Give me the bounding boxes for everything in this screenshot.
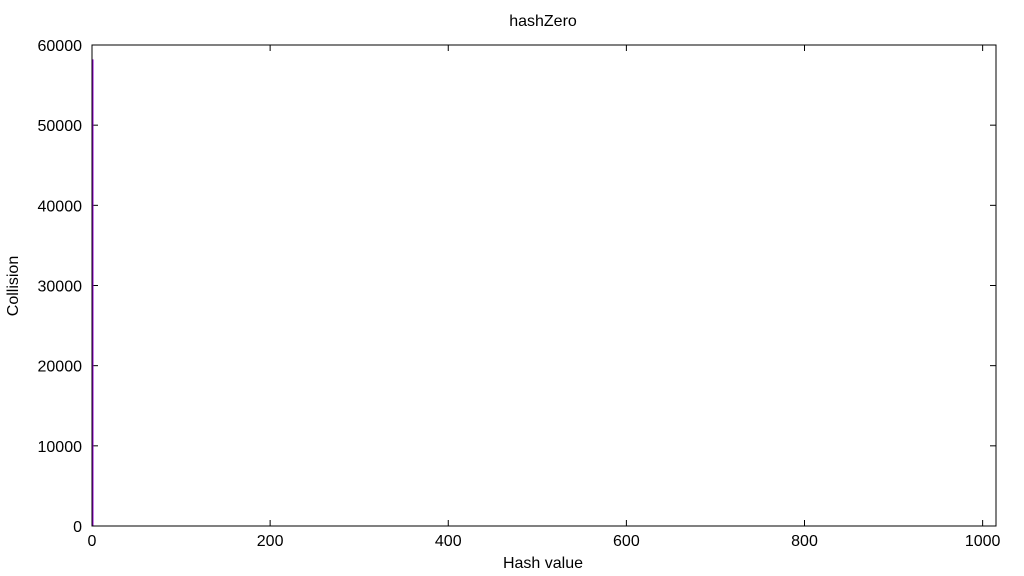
y-tick-label: 60000 [38,38,83,55]
y-tick-label: 10000 [38,439,83,456]
y-tick-label: 30000 [38,279,83,296]
plot-frame [91,44,997,527]
x-tick-label: 800 [791,533,818,550]
x-tick-label: 400 [435,533,462,550]
x-tick-label: 0 [88,533,97,550]
x-tick-label: 600 [613,533,640,550]
axis-ticks: 0 10000 20000 30000 40000 50000 60000 0 200 400 60… [38,38,1001,550]
y-tick-label: 40000 [38,198,83,215]
y-tick-label: 0 [73,519,82,536]
y-axis-label: Collision [5,256,22,316]
x-axis-label: Hash value [503,555,583,572]
y-tick-label: 20000 [38,359,83,376]
x-tick-label: 200 [257,533,284,550]
x-tick-label: 1000 [965,533,1001,550]
chart-title: hashZero [509,13,577,30]
y-tick-label: 50000 [38,118,83,135]
